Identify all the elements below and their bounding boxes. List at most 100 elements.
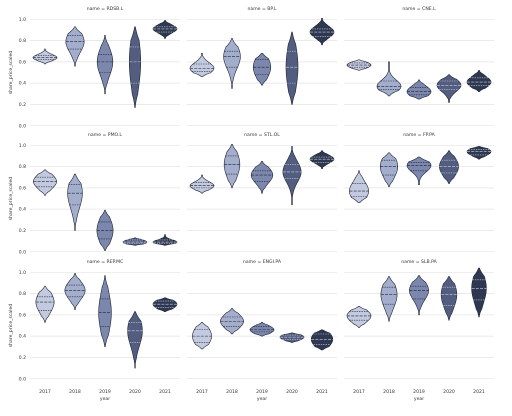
violin-body — [436, 74, 462, 103]
violin-mark — [32, 48, 58, 65]
violin-mark — [35, 285, 55, 323]
violin-body — [35, 285, 55, 323]
violin-mark — [466, 146, 492, 160]
y-tick-label: 1.0 — [19, 270, 26, 276]
violin-mark — [349, 170, 369, 204]
violin-mark — [409, 275, 429, 316]
violin-mark — [96, 34, 114, 95]
violin-body — [471, 267, 487, 318]
facet-panel: name = STL.OL — [187, 132, 337, 253]
violin-body — [252, 53, 272, 86]
violin-mark — [346, 306, 372, 328]
violin-mark — [471, 267, 487, 318]
y-tick-label: 0.0 — [19, 249, 26, 255]
violin-mark — [64, 273, 86, 310]
facet-panel: name = PMO.L 0.0 0.2 0.4 0.6 0.8 1.0 share_pric… — [8, 132, 180, 255]
y-tick-label: 0.8 — [19, 38, 26, 44]
violin-body — [32, 48, 58, 65]
violin-mark — [223, 38, 241, 89]
facet-panel: name = ENGI.PA 2017 2018 2019 2020 2021 year — [187, 259, 337, 402]
violin-mark — [98, 275, 112, 348]
violin-body — [346, 59, 372, 71]
violin-body — [223, 38, 241, 89]
violin-mark — [128, 26, 142, 108]
panel-title: name = BP.L — [247, 6, 276, 12]
violin-body — [192, 322, 212, 350]
x-tick-label: 2017 — [196, 389, 208, 395]
violin-mark — [376, 61, 402, 97]
violin-mark — [279, 332, 305, 343]
x-tick-label: 2017 — [39, 389, 51, 395]
violin-mark — [346, 59, 372, 71]
violin-mark — [309, 17, 335, 46]
panel-title: name = STL.OL — [244, 132, 280, 138]
violin-mark — [436, 74, 462, 103]
y-tick-label: 0.2 — [19, 355, 26, 361]
violin-body — [440, 276, 458, 321]
violin-body — [249, 322, 275, 337]
y-tick-label: 1.0 — [19, 143, 26, 149]
x-axis-label: year — [414, 396, 424, 402]
violin-body — [220, 308, 244, 335]
facet-panel: name = BP.L — [187, 6, 337, 127]
x-tick-label: 2019 — [99, 389, 111, 395]
violin-mark — [380, 276, 398, 322]
x-tick-label: 2020 — [129, 389, 141, 395]
facet-panel: name = SLB.PA 2017 2018 2019 2020 2021 year — [344, 259, 494, 402]
violin-mark — [282, 146, 302, 206]
violin-mark — [252, 53, 272, 86]
violin-mark — [152, 297, 178, 312]
violin-body — [96, 34, 114, 95]
x-tick-label: 2020 — [443, 389, 455, 395]
panel-title: name = REP.MC — [87, 259, 124, 265]
x-tick-label: 2021 — [159, 389, 171, 395]
facet-panel: name = CNE.L — [344, 6, 494, 127]
violin-body — [96, 209, 114, 251]
violin-mark — [310, 329, 334, 351]
panel-title: name = RDSB.L — [87, 6, 124, 12]
y-tick-label: 0.8 — [19, 164, 26, 170]
violin-mark — [250, 160, 274, 194]
violin-mark — [122, 237, 148, 246]
violin-mark — [220, 308, 244, 335]
violin-body — [65, 26, 85, 67]
panel-title: name = FP.PA — [403, 132, 435, 138]
y-tick-label: 0.8 — [19, 291, 26, 297]
violin-body — [189, 174, 215, 194]
violin-body — [379, 152, 399, 188]
violin-body — [152, 20, 178, 39]
violin-mark — [67, 173, 83, 231]
violin-body — [33, 169, 57, 196]
panel-title: name = ENGI.PA — [243, 259, 282, 265]
violin-body — [122, 237, 148, 246]
x-tick-label: 2021 — [473, 389, 485, 395]
facet-panel: name = REP.MC 0.0 0.2 0.4 0.6 0.8 1.0 share_pri… — [8, 259, 180, 402]
y-axis-label: share_price_scaled — [8, 177, 14, 221]
violin-mark — [466, 70, 492, 92]
y-tick-label: 0.0 — [19, 123, 26, 129]
facet-panel: name = FP.PA — [344, 132, 494, 253]
violin-body — [282, 146, 302, 206]
violin-body — [406, 79, 432, 100]
violin-body — [309, 150, 335, 170]
violin-mark — [192, 322, 212, 350]
violin-body — [310, 329, 334, 351]
x-tick-label: 2018 — [226, 389, 238, 395]
violin-body — [466, 146, 492, 160]
violin-body — [223, 143, 241, 189]
violin-mark — [309, 150, 335, 170]
y-tick-label: 0.4 — [19, 207, 26, 213]
y-tick-label: 0.4 — [19, 81, 26, 87]
y-tick-label: 0.0 — [19, 376, 26, 382]
violin-body — [64, 273, 86, 310]
violin-mark — [127, 311, 143, 369]
x-tick-label: 2021 — [316, 389, 328, 395]
x-tick-label: 2018 — [69, 389, 81, 395]
violin-body — [409, 275, 429, 316]
violin-body — [346, 306, 372, 328]
y-tick-label: 0.2 — [19, 102, 26, 108]
panel-title: name = PMO.L — [88, 132, 122, 138]
x-tick-label: 2019 — [256, 389, 268, 395]
panel-title: name = SLB.PA — [401, 259, 437, 265]
